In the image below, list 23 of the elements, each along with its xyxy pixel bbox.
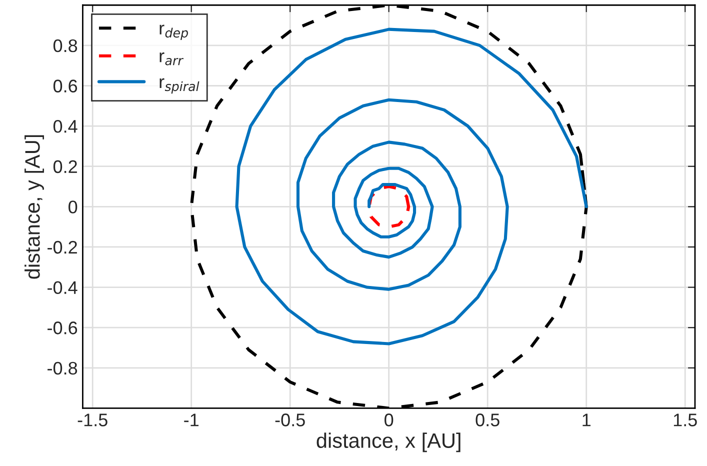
x-tick-label: -1.5 <box>78 414 108 426</box>
x-tick-label: -1 <box>184 414 198 426</box>
y-tick-label: -0.8 <box>48 362 78 375</box>
x-tick-label: 1 <box>582 414 590 426</box>
y-tick-label: -0.6 <box>48 322 78 334</box>
y-tick-label: 0.6 <box>53 80 78 92</box>
line-series <box>235 28 588 346</box>
y-tick-label: 0.8 <box>53 39 78 52</box>
x-tick-label: 0 <box>384 414 394 426</box>
line-series <box>368 184 410 228</box>
y-tick-label: -0.4 <box>48 281 78 294</box>
y-tick-label: -0.2 <box>48 240 77 254</box>
y-tick-label: 0.4 <box>53 120 78 133</box>
x-axis-title: distance, x [AU] <box>316 432 460 452</box>
x-tick-label: -0.5 <box>275 414 305 426</box>
legend-label: r$_{arr}$ <box>160 52 184 66</box>
y-axis-title: distance, y [AU] <box>24 135 44 279</box>
y-tick-label: 0 <box>68 200 78 214</box>
x-tick-label: 0.5 <box>476 414 500 426</box>
y-tick-label: 0.2 <box>53 160 77 174</box>
legend-label: r$_{dep}$ <box>160 24 188 40</box>
legend-label: r$_{spiral}$ <box>160 78 200 94</box>
x-tick-label: 1.5 <box>674 414 697 426</box>
